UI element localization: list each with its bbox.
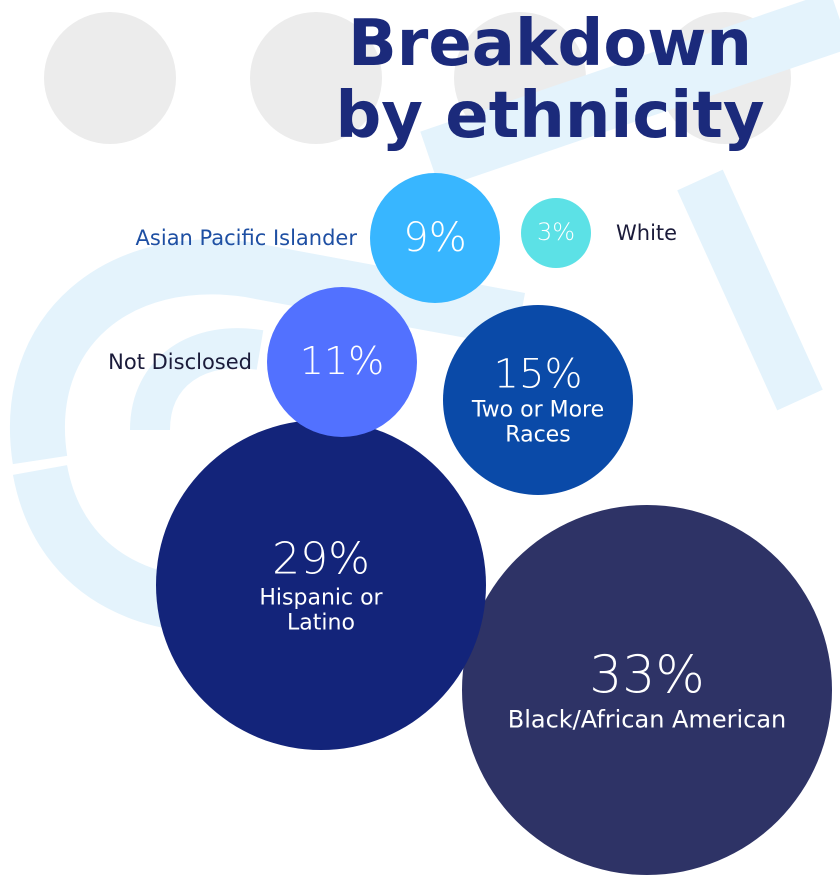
bubble-label: 9%: [375, 215, 495, 261]
value-label: 29%: [236, 534, 406, 585]
value-label: 3%: [496, 219, 616, 247]
page: Breakdown by ethnicity (() => { const da…: [0, 0, 840, 883]
bubble-label: 3%: [496, 219, 616, 247]
chart-title: Breakdown by ethnicity: [320, 8, 780, 152]
category-label: Asian Pacific Islander: [136, 226, 357, 250]
category-label: White: [616, 221, 677, 245]
value-label: 9%: [375, 215, 495, 261]
value-label: 11%: [282, 340, 402, 384]
bubble-label: 11%: [282, 340, 402, 384]
category-label: Two or More Races: [453, 398, 623, 449]
category-label: Black/African American: [477, 706, 817, 734]
bubble-label: 15%Two or More Races: [453, 352, 623, 449]
bubble-label: 33%Black/African American: [477, 646, 817, 733]
value-label: 33%: [477, 646, 817, 706]
bubble-label: 29%Hispanic or Latino: [236, 534, 406, 635]
category-label: Hispanic or Latino: [236, 585, 406, 636]
value-label: 15%: [453, 352, 623, 398]
category-label: Not Disclosed: [108, 350, 252, 374]
